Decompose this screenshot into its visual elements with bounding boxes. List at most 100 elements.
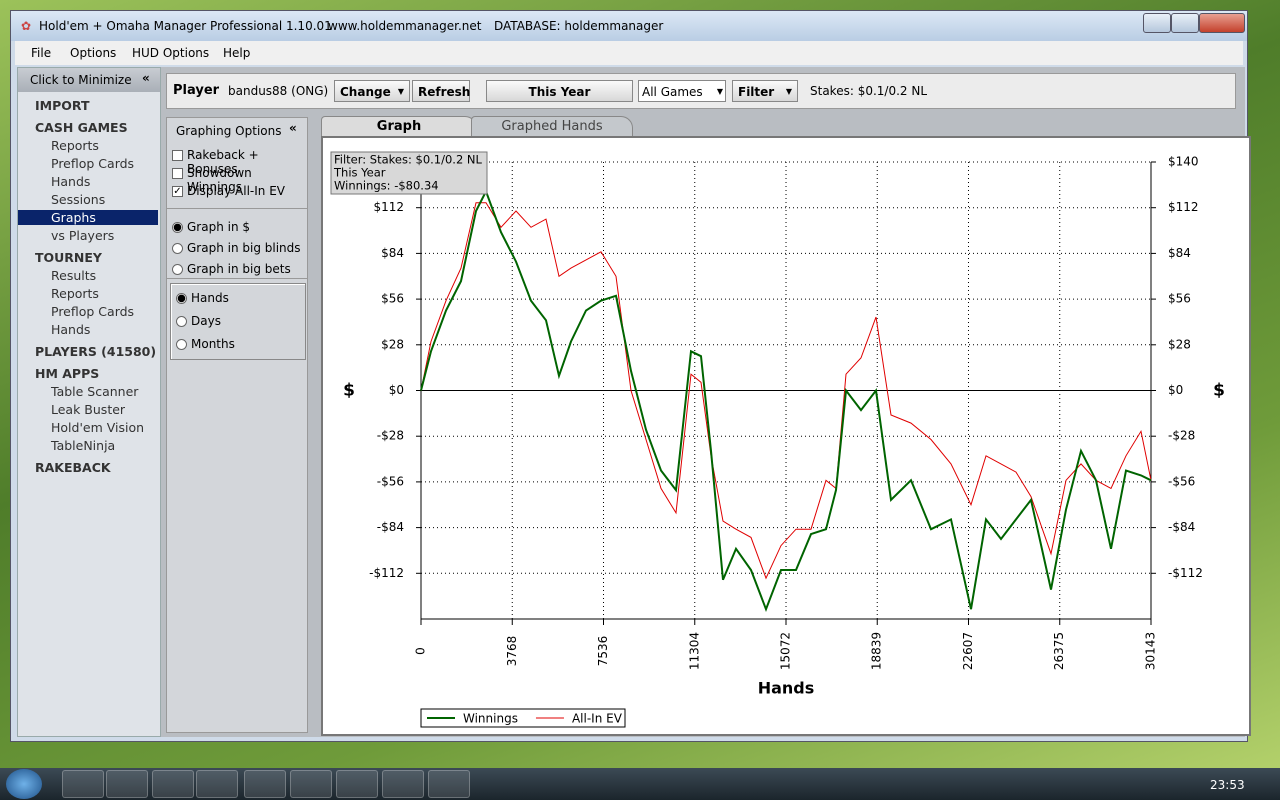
legend-box: [420, 708, 626, 728]
button-label: Filter: [738, 85, 775, 99]
taskbar-app[interactable]: [382, 770, 424, 798]
y-tick-label: -$84: [377, 520, 404, 534]
x-tick-label: 3768: [505, 636, 519, 667]
menu-item[interactable]: HUD Options: [132, 46, 210, 60]
nav-item[interactable]: Preflop Cards: [51, 156, 135, 171]
taskbar-app[interactable]: [244, 770, 286, 798]
option-group: [170, 283, 306, 360]
minimize-button[interactable]: [1143, 13, 1171, 33]
y2-tick-label: -$28: [1168, 429, 1195, 443]
legend-label: Winnings: [463, 712, 518, 726]
x-axis-title: Hands: [758, 679, 815, 698]
nav-item[interactable]: Table Scanner: [51, 384, 139, 399]
games-dropdown[interactable]: All Games ▼: [638, 80, 726, 102]
radio-button[interactable]: ●: [176, 293, 187, 304]
radio-button[interactable]: [176, 339, 187, 350]
window-database: DATABASE: holdemmanager: [494, 19, 664, 33]
radio-label: Days: [191, 314, 221, 328]
y-tick-label: $0: [389, 383, 404, 397]
nav-item[interactable]: Hands: [51, 174, 91, 189]
nav-item-selected[interactable]: Graphs: [18, 210, 158, 225]
y-tick-label: -$112: [369, 566, 404, 580]
app-window: ✿ Hold'em + Omaha Manager Professional 1…: [10, 10, 1251, 742]
nav-section[interactable]: IMPORT: [35, 98, 90, 113]
radio-button[interactable]: [176, 316, 187, 327]
checkbox[interactable]: ✓: [172, 186, 183, 197]
nav-item[interactable]: Sessions: [51, 192, 106, 207]
nav-item[interactable]: Reports: [51, 138, 99, 153]
menu-item[interactable]: File: [31, 46, 52, 60]
radio-label: Graph in big blinds: [187, 241, 301, 255]
nav-item[interactable]: Reports: [51, 286, 99, 301]
taskbar-app[interactable]: [336, 770, 378, 798]
x-tick-label: 7536: [596, 636, 610, 667]
x-tick-label: 26375: [1052, 632, 1066, 670]
menu-item[interactable]: Options: [70, 46, 117, 60]
x-tick-label: 22607: [961, 632, 975, 670]
tooltip-line: This Year: [333, 166, 386, 180]
period-button[interactable]: This Year: [486, 80, 633, 102]
nav-section[interactable]: HM APPS: [35, 366, 100, 381]
radio-button[interactable]: ●: [172, 222, 183, 233]
radio-button[interactable]: [172, 243, 183, 254]
y-tick-label: -$28: [377, 429, 404, 443]
nav-item[interactable]: TableNinja: [51, 438, 116, 453]
close-button[interactable]: [1199, 13, 1245, 33]
nav-item[interactable]: Hands: [51, 322, 91, 337]
taskbar-app[interactable]: [152, 770, 194, 798]
y2-tick-label: $84: [1168, 246, 1191, 260]
radio-button[interactable]: [172, 264, 183, 275]
y-tick-label: $28: [381, 337, 404, 351]
taskbar-app[interactable]: [196, 770, 238, 798]
radio-label: Hands: [191, 291, 229, 305]
maximize-button[interactable]: [1171, 13, 1199, 33]
y-tick-label: -$56: [377, 474, 404, 488]
menu-bar: File Options HUD Options Help: [15, 41, 1243, 65]
player-label: Player: [173, 83, 220, 98]
taskbar-app[interactable]: [290, 770, 332, 798]
taskbar-app[interactable]: [428, 770, 470, 798]
filter-button[interactable]: Filter ▼: [732, 80, 798, 102]
checkbox[interactable]: [172, 168, 183, 179]
dropdown-label: All Games: [642, 85, 703, 99]
nav-item[interactable]: Hold'em Vision: [51, 420, 145, 435]
nav-section[interactable]: PLAYERS (41580): [35, 344, 157, 359]
window-url: www.holdemmanager.net: [328, 19, 482, 33]
taskbar: 23:53: [0, 768, 1280, 800]
title-bar: ✿ Hold'em + Omaha Manager Professional 1…: [11, 11, 1247, 41]
y2-tick-label: -$112: [1168, 566, 1203, 580]
nav-item[interactable]: vs Players: [51, 228, 115, 243]
nav-section[interactable]: RAKEBACK: [35, 460, 111, 475]
taskbar-app[interactable]: [62, 770, 104, 798]
legend-label: All-In EV: [572, 712, 623, 726]
tab[interactable]: Graphed Hands: [471, 116, 633, 137]
series-line: [420, 202, 1152, 580]
options-title: Graphing Options: [176, 124, 282, 138]
tooltip-line: Winnings: -$80.34: [334, 179, 439, 193]
separator: [167, 208, 307, 209]
y-axis-title: $: [343, 381, 355, 401]
y2-axis-title: $: [1213, 381, 1225, 401]
taskbar-app[interactable]: [106, 770, 148, 798]
nav-item[interactable]: Results: [51, 268, 97, 283]
button-label: Change: [340, 85, 391, 99]
y2-tick-label: $140: [1168, 155, 1199, 169]
y2-tick-label: $112: [1168, 200, 1199, 214]
start-button[interactable]: [6, 769, 42, 799]
x-tick-label: 0: [414, 647, 428, 655]
change-button[interactable]: Change ▼: [334, 80, 410, 102]
minimize-bar[interactable]: Click to Minimize «: [18, 68, 160, 92]
minimize-label: Click to Minimize: [30, 73, 132, 87]
nav-section[interactable]: TOURNEY: [35, 250, 102, 265]
window-title: Hold'em + Omaha Manager Professional 1.1…: [39, 19, 332, 33]
checkbox[interactable]: [172, 150, 183, 161]
nav-section[interactable]: CASH GAMES: [35, 120, 128, 135]
tab-active[interactable]: Graph: [321, 116, 477, 137]
nav-item[interactable]: Leak Buster: [51, 402, 126, 417]
menu-item[interactable]: Help: [223, 46, 251, 60]
nav-item[interactable]: Preflop Cards: [51, 304, 135, 319]
refresh-button[interactable]: Refresh: [412, 80, 470, 102]
tooltip-line: Filter: Stakes: $0.1/0.2 NL: [334, 153, 483, 167]
graphing-options: Graphing Options « Rakeback + Bonuses Sho…: [166, 117, 308, 733]
